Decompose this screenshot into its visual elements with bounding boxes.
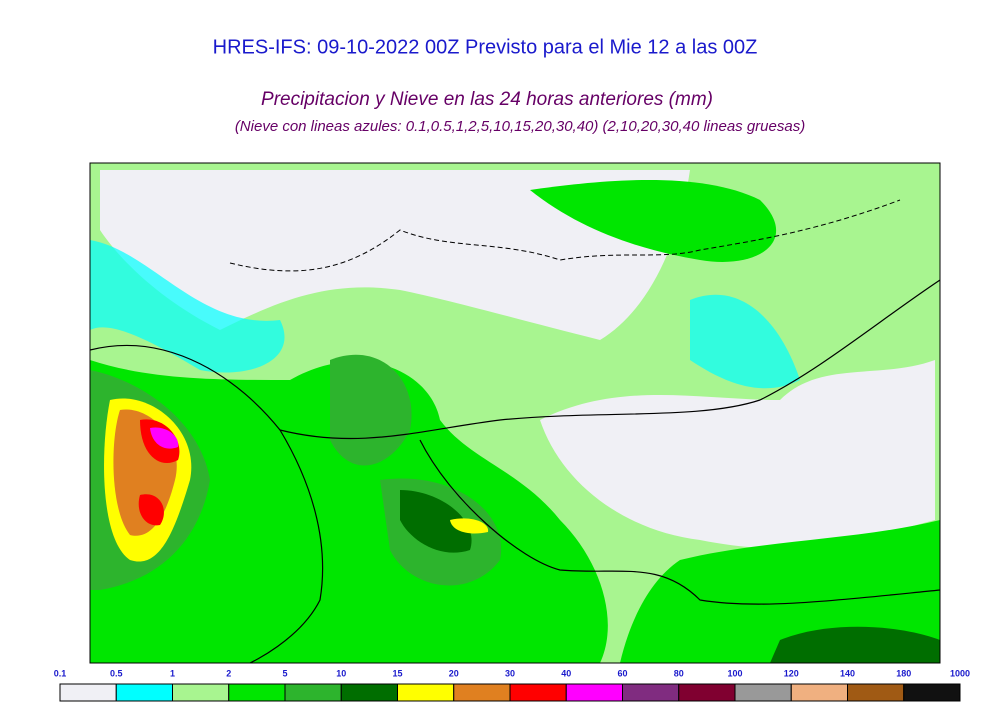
color-box	[847, 683, 905, 702]
color-label: 30	[505, 668, 515, 678]
color-label: 2	[226, 668, 231, 678]
color-box	[565, 683, 623, 702]
color-box	[790, 683, 848, 702]
color-box	[172, 683, 230, 702]
note: (Nieve con lineas azules: 0.1,0.5,1,2,5,…	[235, 118, 805, 135]
map	[89, 162, 941, 664]
color-label: 1	[170, 668, 175, 678]
color-label: 40	[561, 668, 571, 678]
color-label: 10	[336, 668, 346, 678]
color-box	[284, 683, 342, 702]
color-box	[397, 683, 455, 702]
color-box	[115, 683, 173, 702]
subtitle: Precipitacion y Nieve en las 24 horas an…	[261, 89, 713, 110]
color-box	[622, 683, 680, 702]
color-box	[734, 683, 792, 702]
color-label: 0.5	[110, 668, 123, 678]
color-label: 140	[840, 668, 855, 678]
color-box	[509, 683, 567, 702]
title: HRES-IFS: 09-10-2022 00Z Previsto para e…	[213, 36, 758, 58]
color-label: 15	[392, 668, 402, 678]
color-label: 80	[674, 668, 684, 678]
color-box	[59, 683, 117, 702]
color-box	[228, 683, 286, 702]
color-label: 5	[282, 668, 287, 678]
color-label: 180	[896, 668, 911, 678]
color-box	[453, 683, 511, 702]
color-label: 100	[727, 668, 742, 678]
color-bar: 0.1 0.5 1 2 5 10 15 20 30 40 60 80 100 120 140 180 1000	[54, 668, 970, 702]
color-label: 20	[449, 668, 459, 678]
color-label: 120	[784, 668, 799, 678]
color-box	[340, 683, 398, 702]
color-box	[903, 683, 961, 702]
color-label: 0.1	[54, 668, 67, 678]
color-box	[678, 683, 736, 702]
color-label: 1000	[950, 668, 970, 678]
color-label: 60	[617, 668, 627, 678]
